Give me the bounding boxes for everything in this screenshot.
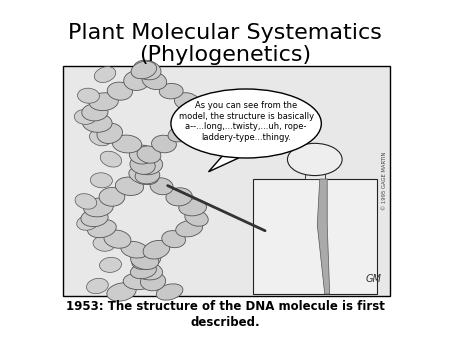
Text: described.: described. bbox=[190, 316, 260, 329]
Ellipse shape bbox=[112, 135, 142, 153]
Ellipse shape bbox=[99, 257, 122, 272]
Ellipse shape bbox=[82, 114, 112, 132]
Ellipse shape bbox=[152, 135, 176, 153]
Ellipse shape bbox=[130, 156, 155, 174]
Ellipse shape bbox=[88, 219, 116, 238]
Ellipse shape bbox=[140, 272, 166, 291]
Text: © 1995 GAGE MARTIN: © 1995 GAGE MARTIN bbox=[382, 152, 387, 210]
Ellipse shape bbox=[74, 110, 96, 124]
Ellipse shape bbox=[156, 284, 183, 300]
Ellipse shape bbox=[162, 231, 185, 248]
Ellipse shape bbox=[143, 240, 170, 259]
Ellipse shape bbox=[75, 194, 97, 209]
Ellipse shape bbox=[130, 263, 157, 279]
Ellipse shape bbox=[124, 71, 150, 91]
Polygon shape bbox=[317, 179, 330, 294]
Ellipse shape bbox=[150, 178, 173, 195]
Ellipse shape bbox=[129, 167, 158, 185]
Text: Plant Molecular Systematics: Plant Molecular Systematics bbox=[68, 23, 382, 43]
Ellipse shape bbox=[93, 236, 115, 251]
Ellipse shape bbox=[130, 251, 159, 269]
Bar bbox=[63, 66, 390, 296]
Ellipse shape bbox=[115, 177, 144, 195]
Ellipse shape bbox=[97, 123, 122, 144]
Bar bbox=[305, 168, 325, 179]
Text: (Phylogenetics): (Phylogenetics) bbox=[139, 45, 311, 65]
Ellipse shape bbox=[132, 251, 161, 269]
Ellipse shape bbox=[99, 188, 125, 206]
Ellipse shape bbox=[142, 72, 166, 90]
Ellipse shape bbox=[288, 143, 342, 175]
Ellipse shape bbox=[86, 279, 108, 294]
Ellipse shape bbox=[84, 198, 113, 217]
Ellipse shape bbox=[171, 89, 321, 158]
Ellipse shape bbox=[134, 60, 161, 80]
Ellipse shape bbox=[123, 273, 153, 290]
Ellipse shape bbox=[135, 168, 160, 184]
Ellipse shape bbox=[185, 210, 208, 226]
Ellipse shape bbox=[104, 230, 131, 248]
Ellipse shape bbox=[184, 103, 208, 122]
Ellipse shape bbox=[179, 199, 207, 216]
Ellipse shape bbox=[131, 61, 157, 79]
Text: As you can see from the
model, the structure is basically
a--...long,...twisty,.: As you can see from the model, the struc… bbox=[179, 101, 314, 142]
Ellipse shape bbox=[133, 262, 162, 280]
Text: GM: GM bbox=[366, 274, 382, 284]
Ellipse shape bbox=[90, 130, 111, 146]
Ellipse shape bbox=[82, 104, 108, 121]
Ellipse shape bbox=[166, 188, 192, 206]
Ellipse shape bbox=[81, 209, 108, 227]
Ellipse shape bbox=[107, 82, 132, 100]
Ellipse shape bbox=[94, 67, 116, 82]
Ellipse shape bbox=[182, 115, 206, 131]
Ellipse shape bbox=[159, 83, 183, 99]
Polygon shape bbox=[208, 154, 239, 172]
Ellipse shape bbox=[90, 173, 112, 188]
Ellipse shape bbox=[77, 88, 99, 103]
Ellipse shape bbox=[121, 241, 148, 258]
Text: 1953: The structure of the DNA molecule is first: 1953: The structure of the DNA molecule … bbox=[66, 300, 384, 313]
Ellipse shape bbox=[77, 215, 99, 230]
Ellipse shape bbox=[89, 93, 118, 111]
Ellipse shape bbox=[174, 93, 201, 111]
Ellipse shape bbox=[100, 151, 122, 167]
Ellipse shape bbox=[129, 145, 155, 164]
Ellipse shape bbox=[135, 155, 162, 175]
Bar bbox=[252, 179, 377, 294]
Ellipse shape bbox=[107, 283, 136, 301]
Ellipse shape bbox=[168, 125, 195, 142]
Ellipse shape bbox=[176, 220, 202, 237]
Ellipse shape bbox=[137, 146, 161, 163]
